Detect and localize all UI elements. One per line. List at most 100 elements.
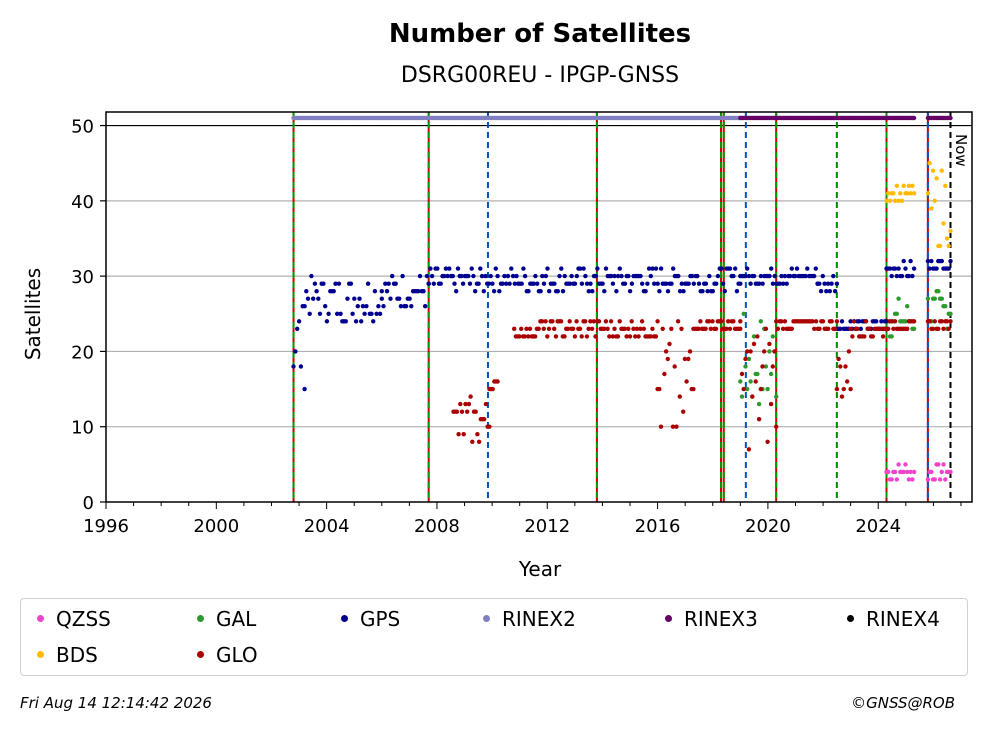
legend-item-gal: GAL bbox=[197, 607, 256, 631]
data-point bbox=[719, 266, 724, 271]
data-point bbox=[805, 266, 810, 271]
data-point bbox=[894, 477, 899, 482]
data-point bbox=[608, 319, 614, 324]
data-point bbox=[495, 379, 500, 384]
data-point bbox=[579, 334, 584, 339]
data-point bbox=[522, 273, 528, 279]
data-point bbox=[906, 273, 912, 279]
data-point bbox=[543, 319, 548, 324]
data-point bbox=[657, 386, 662, 392]
legend-label: RINEX3 bbox=[684, 607, 758, 631]
data-point bbox=[925, 477, 931, 482]
data-point bbox=[512, 326, 517, 331]
qzss-marker-icon bbox=[37, 615, 44, 622]
data-point bbox=[350, 311, 355, 316]
data-point bbox=[667, 341, 672, 347]
data-point bbox=[934, 176, 939, 181]
x-tick-label: 2024 bbox=[855, 516, 901, 537]
data-point bbox=[481, 289, 486, 294]
data-point bbox=[302, 386, 307, 392]
data-point bbox=[901, 469, 906, 475]
data-point bbox=[552, 326, 557, 331]
data-point bbox=[911, 191, 917, 196]
data-point bbox=[442, 273, 447, 279]
legend-item-rinex3: RINEX3 bbox=[665, 607, 758, 631]
data-point bbox=[892, 469, 898, 475]
data-point bbox=[543, 273, 548, 279]
data-point bbox=[500, 281, 505, 286]
data-point bbox=[658, 424, 664, 429]
data-point bbox=[663, 349, 669, 354]
data-point bbox=[584, 281, 590, 286]
data-point bbox=[562, 273, 567, 279]
data-point bbox=[934, 266, 939, 271]
data-point bbox=[423, 304, 428, 309]
data-point bbox=[653, 334, 659, 339]
data-point bbox=[774, 424, 779, 429]
data-point bbox=[555, 289, 560, 294]
legend-item-glo: GLO bbox=[197, 643, 258, 667]
data-point bbox=[482, 417, 487, 422]
data-point bbox=[758, 319, 763, 324]
data-point bbox=[364, 304, 369, 309]
data-point bbox=[510, 273, 516, 279]
data-point bbox=[309, 273, 314, 279]
data-point bbox=[941, 221, 946, 226]
data-point bbox=[789, 266, 794, 271]
data-point bbox=[755, 371, 760, 377]
data-point bbox=[483, 401, 489, 407]
data-point bbox=[948, 228, 953, 234]
data-point bbox=[314, 289, 319, 294]
data-point bbox=[409, 304, 414, 309]
data-point bbox=[648, 334, 653, 339]
data-point bbox=[887, 266, 893, 271]
data-point bbox=[765, 439, 770, 444]
gps-marker-icon bbox=[341, 615, 348, 622]
data-point bbox=[458, 401, 463, 407]
data-point bbox=[906, 183, 912, 188]
data-point bbox=[765, 386, 770, 392]
data-point bbox=[400, 273, 405, 279]
data-point bbox=[377, 311, 383, 316]
data-point bbox=[858, 326, 863, 331]
data-point bbox=[681, 409, 686, 414]
data-point bbox=[526, 289, 531, 294]
data-point bbox=[403, 304, 409, 309]
data-point bbox=[745, 386, 750, 392]
data-point bbox=[524, 326, 529, 331]
plot-area bbox=[106, 112, 972, 502]
data-point bbox=[372, 289, 378, 294]
data-point bbox=[617, 266, 622, 271]
data-point bbox=[770, 281, 776, 286]
data-point bbox=[930, 168, 936, 173]
data-point bbox=[884, 198, 889, 203]
data-point bbox=[596, 319, 602, 324]
data-point bbox=[910, 477, 915, 482]
data-point bbox=[750, 394, 755, 399]
data-point bbox=[665, 289, 671, 294]
data-point bbox=[696, 326, 701, 331]
y-tick-label: 40 bbox=[71, 192, 94, 213]
data-point bbox=[813, 266, 818, 271]
y-tick-label: 30 bbox=[71, 267, 94, 288]
data-point bbox=[490, 386, 495, 392]
data-point bbox=[670, 424, 676, 429]
data-point bbox=[767, 349, 772, 354]
data-point bbox=[450, 273, 455, 279]
data-point bbox=[901, 183, 906, 188]
data-point bbox=[517, 334, 522, 339]
data-point bbox=[905, 191, 910, 196]
data-point bbox=[565, 326, 571, 331]
data-point bbox=[365, 281, 371, 286]
data-point bbox=[459, 273, 464, 279]
data-point bbox=[738, 281, 743, 286]
data-point bbox=[646, 266, 652, 271]
data-point bbox=[393, 281, 398, 286]
data-point bbox=[636, 334, 641, 339]
data-point bbox=[862, 334, 867, 339]
data-point bbox=[839, 394, 845, 399]
data-point bbox=[936, 289, 941, 294]
x-tick-label: 1996 bbox=[83, 516, 129, 537]
data-point bbox=[445, 273, 450, 279]
data-point bbox=[316, 296, 321, 301]
